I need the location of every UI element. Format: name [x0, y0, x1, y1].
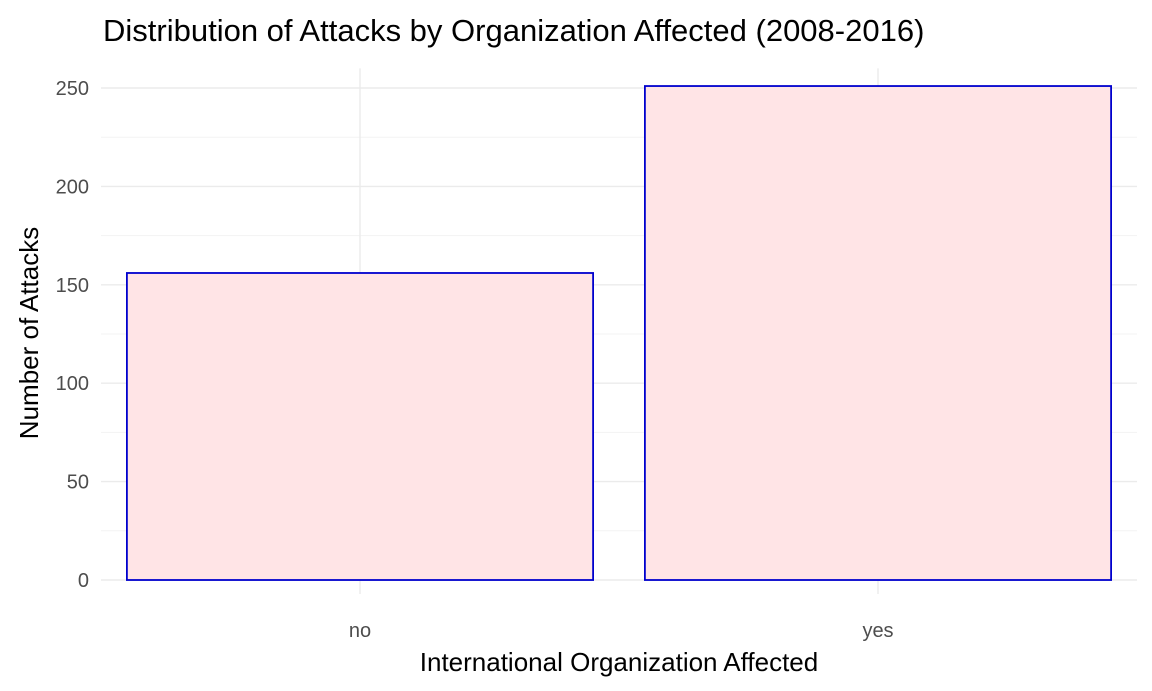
- y-tick-label: 200: [56, 176, 89, 198]
- chart-title: Distribution of Attacks by Organization …: [103, 13, 924, 48]
- x-axis-title: International Organization Affected: [420, 647, 818, 677]
- y-tick-label: 150: [56, 275, 89, 297]
- y-tick-label: 250: [56, 78, 89, 100]
- x-tick-label: yes: [862, 620, 893, 642]
- x-tick-label: no: [349, 620, 371, 642]
- y-tick-label: 100: [56, 373, 89, 395]
- bar-yes: [644, 85, 1113, 581]
- y-axis-ticks: 0 50 100 150 200 250: [56, 78, 89, 592]
- bar-layer: [126, 85, 1113, 581]
- x-axis-ticks: no yes: [349, 620, 894, 642]
- bar-no: [126, 272, 595, 581]
- y-axis-title: Number of Attacks: [14, 227, 44, 439]
- y-tick-label: 0: [78, 570, 89, 592]
- y-tick-label: 50: [67, 472, 89, 494]
